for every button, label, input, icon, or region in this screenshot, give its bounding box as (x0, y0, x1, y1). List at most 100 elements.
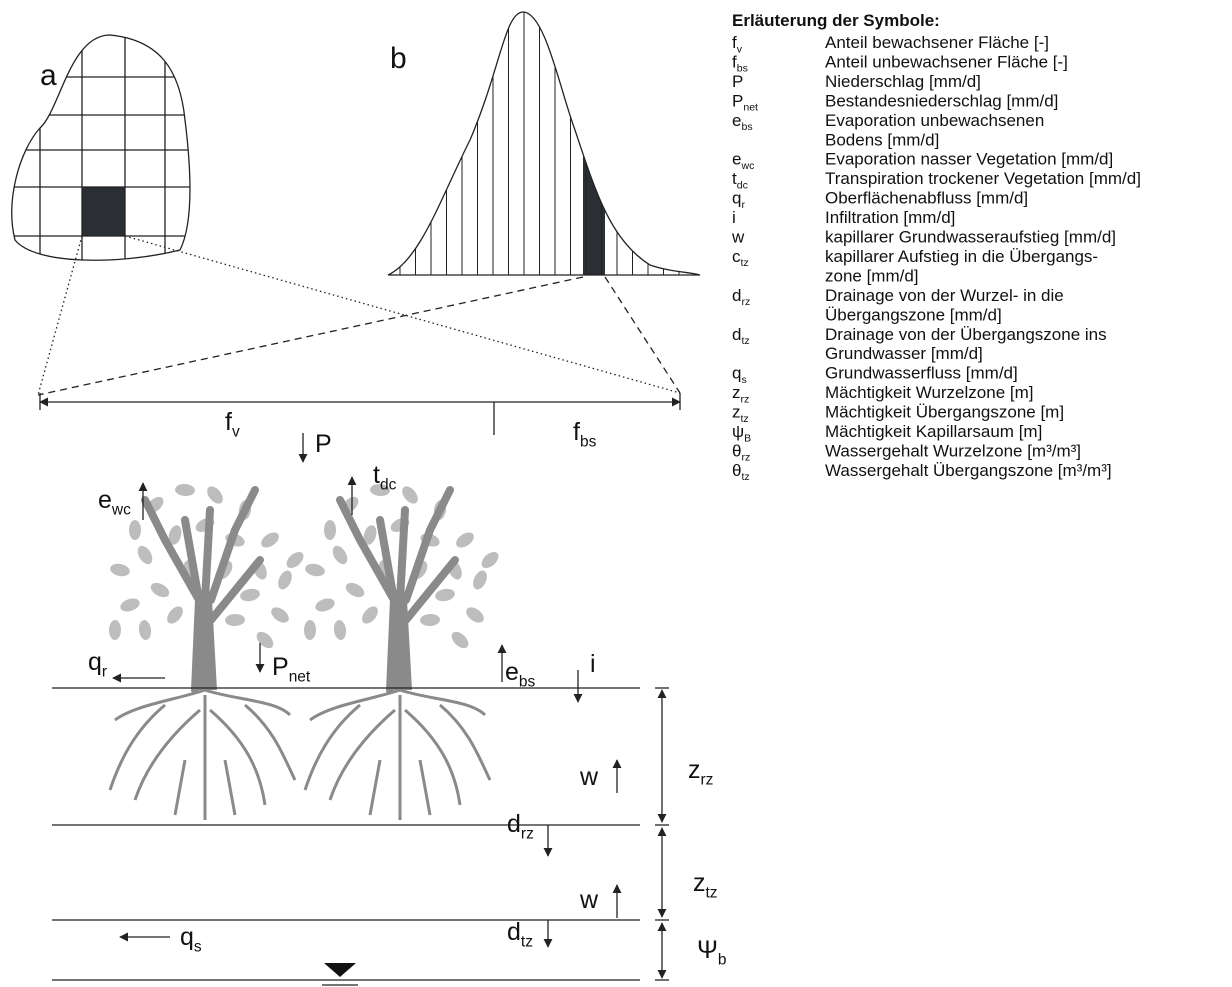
projection-lines (37, 235, 681, 435)
symbol-base: t (373, 461, 380, 489)
legend-symbol: drz (732, 286, 750, 308)
symbol-base: f (732, 33, 737, 52)
symbol-base: d (732, 286, 741, 305)
legend-description: Evaporation unbewachsenen (825, 111, 1044, 130)
symbol-sub: B (744, 432, 751, 444)
symbol-base: θ (732, 441, 741, 460)
symbol-base: d (507, 918, 521, 946)
symbol-base: P (272, 653, 289, 681)
leaf (420, 613, 440, 627)
soil-layers (52, 687, 669, 986)
symbol-base: P (315, 430, 332, 458)
symbol-base: z (688, 756, 701, 784)
symbol-sub: dc (737, 179, 748, 191)
legend-symbol: tdc (732, 169, 748, 191)
leaf (305, 563, 325, 577)
symbol-base: e (732, 111, 741, 130)
symbol-base: P (732, 72, 743, 91)
legend-description: Grundwasser [mm/d] (825, 344, 983, 363)
diagram-label: zrz (688, 756, 713, 788)
symbol-base: f (732, 52, 737, 71)
diagram-label: ewc (98, 486, 131, 518)
roots (303, 688, 492, 820)
legend-description: Anteil unbewachsener Fläche [-] (825, 52, 1068, 71)
legend: fv Anteil bewachsener Fläche [-] fbs Anteil… (731, 33, 1141, 483)
diagram-label: w (579, 763, 599, 791)
legend-symbol: Pnet (732, 91, 758, 113)
grid-blob (11, 34, 191, 261)
panel-label: a (40, 59, 57, 92)
legend-description: Wassergehalt Wurzelzone [m³/m³] (825, 441, 1081, 460)
legend-description: Übergangszone [mm/d] (825, 305, 1002, 324)
symbol-sub: wc (740, 160, 754, 172)
symbol-sub: wc (111, 501, 131, 518)
diagram-label: P (315, 430, 332, 458)
symbol-sub: rz (741, 393, 750, 405)
diagram-label: qs (180, 923, 202, 955)
leaf (332, 545, 348, 565)
legend-symbol: P (732, 72, 743, 91)
legend-symbol: qr (732, 189, 745, 211)
leaf (168, 525, 182, 545)
legend-description: Anteil bewachsener Fläche [-] (825, 33, 1049, 52)
leaf (333, 620, 347, 640)
symbol-sub: s (741, 374, 746, 386)
leaf (240, 588, 260, 602)
symbol-sub: dc (380, 476, 397, 493)
leaf (456, 532, 474, 548)
leaf (129, 520, 141, 540)
leaf (435, 588, 455, 602)
leaf (324, 520, 336, 540)
symbol-base: w (579, 763, 599, 791)
leaf (137, 545, 153, 565)
symbol-sub: rz (701, 771, 714, 788)
leaf (481, 551, 499, 569)
panel-label: b (390, 42, 407, 75)
symbol-base: e (505, 658, 519, 686)
legend-description: Oberflächenabfluss [mm/d] (825, 189, 1028, 208)
legend-description: Mächtigkeit Kapillarsaum [m] (825, 422, 1042, 441)
symbol-sub: tz (741, 413, 749, 425)
trunk (193, 600, 217, 690)
legend-description: Bodens [mm/d] (825, 130, 939, 149)
legend-symbol: w (731, 228, 745, 247)
symbol-base: e (732, 150, 741, 169)
symbol-base: f (573, 418, 580, 446)
legend-symbol: θrz (732, 441, 750, 463)
symbol-sub: bs (737, 63, 748, 75)
symbol-base: i (732, 208, 736, 227)
diagram-label: Pnet (272, 653, 311, 685)
symbol-base: e (98, 486, 112, 514)
symbol-sub: v (737, 43, 743, 55)
symbol-sub: r (102, 663, 107, 680)
symbol-sub: tz (521, 933, 533, 950)
symbol-sub: rz (521, 825, 534, 842)
symbol-sub: rz (741, 452, 750, 464)
symbol-base: w (579, 886, 599, 914)
diagram-label: tdc (373, 461, 397, 493)
symbol-base: q (180, 923, 194, 951)
leaf (370, 483, 390, 497)
symbol-base: d (732, 325, 741, 344)
diagram-label: ztz (693, 869, 718, 901)
legend-symbol: θtz (732, 461, 750, 483)
legend-description: Bestandesniederschlag [mm/d] (825, 91, 1058, 110)
leaf (315, 598, 335, 612)
leaf (207, 486, 223, 504)
leaf (303, 620, 317, 640)
leaf (175, 483, 195, 497)
legend-description: Evaporation nasser Vegetation [mm/d] (825, 150, 1113, 169)
trunk (388, 600, 412, 690)
trunk (141, 486, 264, 694)
tree (303, 483, 499, 820)
symbol-sub: bs (519, 673, 536, 690)
legend-title: Erläuterung der Symbole: (732, 11, 940, 30)
tree (108, 483, 304, 820)
leaf (110, 563, 130, 577)
legend-symbol: qs (732, 364, 747, 386)
symbol-sub: tz (706, 884, 718, 901)
legend-description: Transpiration trockener Vegetation [mm/d… (825, 169, 1141, 188)
diagram-label: fbs (573, 418, 597, 450)
symbol-base: q (732, 364, 741, 383)
